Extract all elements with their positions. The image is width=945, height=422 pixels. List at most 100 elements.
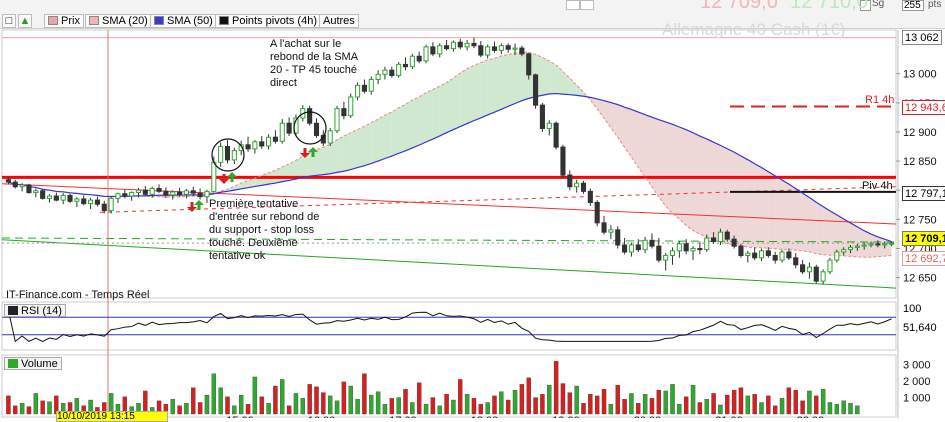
volume-bar [492,396,496,414]
source-label: IT-Finance.com - Temps Réel [6,289,149,301]
sma-band-segment [878,237,885,257]
candle-body [205,191,209,196]
low-price-tag: 12 692,7 [902,251,945,266]
prix-toggle[interactable]: Prix [44,14,84,28]
candle-body [191,191,195,193]
candle-body [540,105,544,128]
candle-body [390,70,394,75]
candle-body [602,223,606,232]
candle [424,45,428,64]
volume-bar [451,400,455,414]
volume-bar [308,384,312,414]
volume-bar [561,384,565,414]
sma-band-segment [344,133,351,172]
candle [27,184,31,194]
sma-band-segment [700,136,707,237]
volume-bar [657,390,661,414]
sma-band-segment [351,130,358,170]
volume-bar [328,396,332,414]
volume-bar [664,391,668,414]
pivots-toggle[interactable]: Points pivots (4h) [215,14,321,28]
candle-body [855,246,859,247]
sma-band-segment [488,58,495,115]
sma-band-segment [720,145,727,243]
volume-tick-label: 2 000 [903,376,931,388]
candle-body [130,193,134,196]
candle-body [492,47,496,50]
sma50-label: SMA (50) [167,15,213,27]
sma50-toggle[interactable]: SMA (50) [150,14,217,28]
volume-bar [232,406,236,414]
candle-body [616,230,620,245]
volume-bar [472,398,476,414]
volume-bar [20,403,24,414]
volume-bar [835,404,839,414]
volume-bar [253,377,257,414]
candle-body [219,147,223,163]
down-arrow-stem [223,174,226,179]
collapse-icon[interactable]: □ [2,14,16,28]
volume-bar [335,401,339,414]
candle-body [650,240,654,246]
candle [595,200,599,226]
volume-bar [616,385,620,414]
volume-bar [575,386,579,414]
sma-band-segment [364,123,371,166]
sma-band-segment [659,120,666,206]
volume-bar [287,406,291,414]
pivots-label: Points pivots (4h) [232,15,317,27]
r1-price-tag: 12 943,6 [902,100,945,115]
expand-icon[interactable]: ▲ [18,14,32,28]
candle-body [821,272,825,281]
candle-body [848,247,852,249]
y-tick-label: 12 650 [903,273,937,285]
volume-bar [773,406,777,414]
candle [835,250,839,263]
candle-body [787,252,791,258]
sma-band-segment [440,82,447,135]
volume-bar [623,399,627,414]
volume-bar [438,406,442,414]
volume-bar [794,390,798,414]
volume-bar [650,398,654,414]
candle-body [445,46,449,49]
candle [308,106,312,126]
candle-body [198,193,202,196]
restore-icon[interactable] [580,0,594,10]
volume-bar [855,406,859,414]
volume-bar [513,390,517,414]
volume-bar [520,384,524,414]
candle-body [636,245,640,250]
volume-bar [712,393,716,414]
candle-body [424,47,428,61]
volume-bar [670,384,674,414]
rsi-title[interactable]: RSI (14) [4,304,66,317]
candle-body [225,147,229,160]
current-price-tag: 12 709,1 [902,231,945,246]
down-arrow-stem [191,202,194,207]
volume-bar [301,398,305,414]
y-tick-label: 12 750 [903,214,937,226]
candle-body [581,183,585,191]
sma-band-segment [871,234,878,257]
candle-body [451,42,455,48]
volume-bar [766,396,770,414]
volume-title[interactable]: Volume [4,357,62,370]
volume-bar [725,395,729,414]
minimize-icon[interactable] [566,0,580,10]
autres-button[interactable]: Autres [319,14,359,28]
candle-body [212,162,216,191]
points-input[interactable]: 255 [902,0,924,11]
candle-body [623,245,627,252]
volume-bar [356,399,360,414]
candle-body [342,109,346,116]
sma20-toggle[interactable]: SMA (20) [85,14,152,28]
volume-bar [780,398,784,414]
sma-band-segment [467,66,474,124]
volume-bar [547,385,551,414]
candle [616,226,620,248]
volume-bar [178,406,182,414]
candle-body [499,46,503,51]
candle-body [486,47,490,55]
